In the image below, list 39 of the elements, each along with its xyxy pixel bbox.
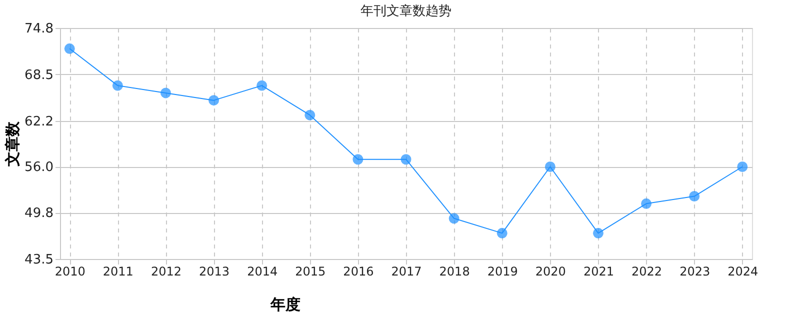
- x-tick-label: 2017: [391, 264, 422, 278]
- y-tick-label: 68.5: [24, 68, 54, 83]
- point: [592, 228, 604, 238]
- x-tick-label: 2020: [535, 264, 566, 278]
- y-tick-label: 56.0: [24, 160, 54, 176]
- x-tick-label: 2019: [487, 264, 518, 278]
- point: [64, 43, 75, 54]
- y-tick-label: 49.8: [24, 206, 54, 222]
- point: [352, 154, 364, 165]
- x-tick-label: 2021: [583, 264, 614, 278]
- y-axis-title: 文章数: [4, 120, 22, 168]
- x-tick-label: 2022: [632, 264, 662, 278]
- x-tick-label: 2011: [102, 264, 134, 278]
- point: [112, 80, 123, 91]
- point: [160, 88, 171, 98]
- point: [400, 154, 412, 165]
- point: [544, 162, 556, 172]
- point: [641, 198, 652, 209]
- point: [208, 95, 220, 106]
- x-axis-title: 年度: [270, 296, 300, 314]
- x-tick-label: 2018: [439, 264, 470, 278]
- x-tick-label: 2012: [150, 264, 182, 278]
- y-tick-label: 74.8: [24, 22, 54, 36]
- x-tick-label: 2014: [247, 264, 278, 278]
- point: [304, 110, 316, 120]
- point: [448, 213, 460, 224]
- point: [737, 162, 748, 172]
- point: [496, 228, 508, 238]
- point: [689, 191, 700, 202]
- x-tick-label: 2013: [199, 264, 230, 278]
- point: [256, 80, 268, 91]
- x-tick-label: 2015: [295, 264, 326, 278]
- x-tick-label: 2016: [343, 264, 374, 278]
- y-tick-label: 43.5: [24, 252, 54, 268]
- x-tick-label: 2023: [680, 264, 710, 278]
- y-tick-label: 62.2: [24, 114, 54, 130]
- chart-title: 年刊文章数趋势: [360, 4, 452, 19]
- x-tick-label: 2024: [728, 264, 758, 278]
- x-tick-label: 2010: [54, 264, 86, 278]
